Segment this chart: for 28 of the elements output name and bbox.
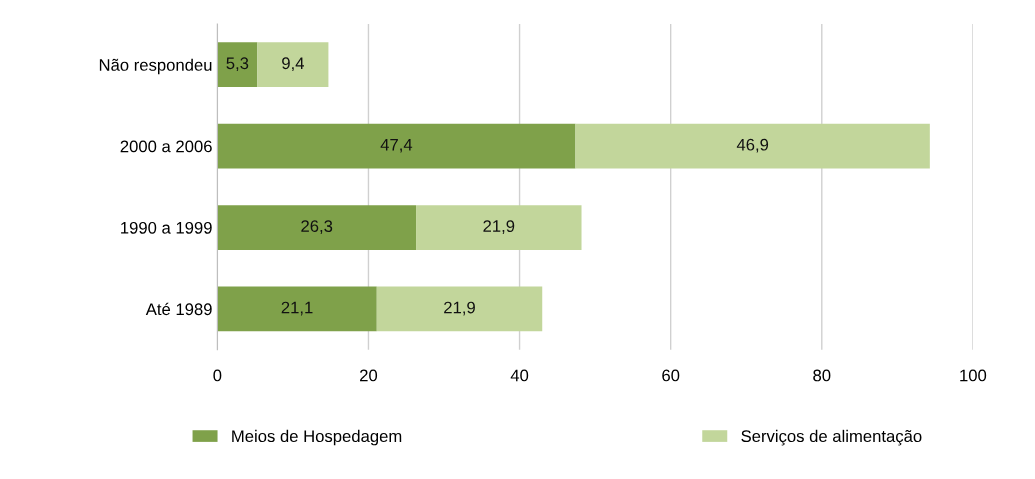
legend-label: Meios de Hospedagem <box>232 429 402 446</box>
y-tick-label: 1990 a 1999 <box>121 221 212 234</box>
x-tick-label: 40 <box>510 369 529 382</box>
legend-label: Serviços de alimentação <box>741 429 922 446</box>
data-label: 26,3 <box>301 220 333 234</box>
data-label: 5,3 <box>226 57 249 72</box>
bar <box>416 205 582 250</box>
data-label: 47,4 <box>380 138 413 153</box>
y-tick-label: 2000 a 2006 <box>120 140 212 153</box>
x-tick-label: 0 <box>213 369 222 382</box>
bar <box>575 123 930 169</box>
x-tick-label: 60 <box>662 369 680 382</box>
x-tick-label: 100 <box>960 369 987 382</box>
data-label: 21,9 <box>483 220 515 234</box>
x-tick-label: 20 <box>360 369 378 382</box>
bar <box>217 286 377 332</box>
x-tick-label: 80 <box>813 369 831 382</box>
data-label: 9,4 <box>282 57 304 72</box>
data-label: 46,9 <box>736 138 769 153</box>
bar <box>257 42 329 88</box>
y-tick-label: Não respondeu <box>99 58 212 75</box>
bar <box>217 123 576 169</box>
y-tick-label: Até 1989 <box>145 302 212 316</box>
bar <box>217 42 258 88</box>
data-label: 21,9 <box>444 301 475 316</box>
data-label: 21,1 <box>281 301 313 316</box>
bar <box>376 286 543 332</box>
bar <box>217 205 417 250</box>
